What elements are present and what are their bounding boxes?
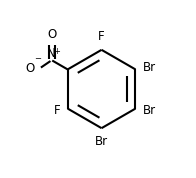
Text: F: F [98,30,105,43]
Text: F: F [54,104,61,117]
Text: Br: Br [143,61,156,74]
Text: O: O [25,62,34,75]
Text: O: O [48,28,57,41]
Text: Br: Br [143,104,156,117]
Text: Br: Br [95,135,108,148]
Text: +: + [53,46,60,56]
Text: −: − [34,54,41,63]
Text: N: N [47,47,56,60]
